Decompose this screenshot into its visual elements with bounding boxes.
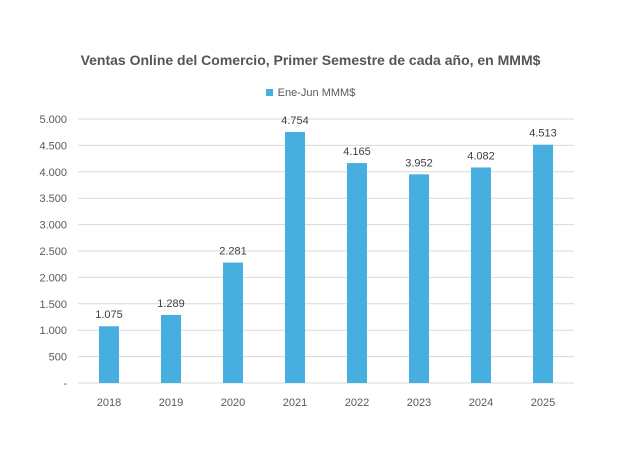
data-label: 4.165 [343,146,371,158]
y-tick-label: 2.000 [39,272,67,284]
x-tick-label: 2019 [159,397,183,409]
legend-label: Ene-Jun MMM$ [277,87,356,99]
y-tick-label: 3.000 [39,220,67,232]
x-tick-label: 2018 [97,397,121,409]
bar [409,174,429,383]
bar [99,326,119,383]
data-label: 4.513 [529,128,557,140]
bar [471,167,491,383]
bar [161,314,181,383]
y-tick-label: 500 [49,352,67,364]
y-tick-label: - [63,378,67,390]
y-tick-label: 2.500 [39,246,67,258]
y-tick-label: 1.500 [39,299,67,311]
data-label: 4.754 [281,115,309,127]
bar [533,144,553,383]
y-tick-label: 1.000 [39,325,67,337]
chart-title: Ventas Online del Comercio, Primer Semes… [80,52,541,68]
x-tick-label: 2022 [345,397,369,409]
x-tick-label: 2020 [221,397,245,409]
x-tick-label: 2025 [531,397,555,409]
y-tick-label: 5.000 [39,114,67,126]
data-label: 2.281 [219,246,247,258]
data-label: 1.289 [157,298,185,310]
data-label: 3.952 [405,157,433,169]
x-tick-label: 2021 [283,397,307,409]
bar [285,131,305,383]
legend-swatch [265,88,273,96]
x-tick-label: 2023 [407,397,431,409]
x-tick-label: 2024 [469,397,493,409]
bar [223,262,243,383]
y-tick-label: 3.500 [39,193,67,205]
data-label: 4.082 [467,150,495,162]
data-label: 1.075 [95,309,123,321]
bar [347,163,367,383]
legend: Ene-Jun MMM$ [0,87,621,99]
y-tick-label: 4.500 [39,140,67,152]
y-tick-label: 4.000 [39,167,67,179]
